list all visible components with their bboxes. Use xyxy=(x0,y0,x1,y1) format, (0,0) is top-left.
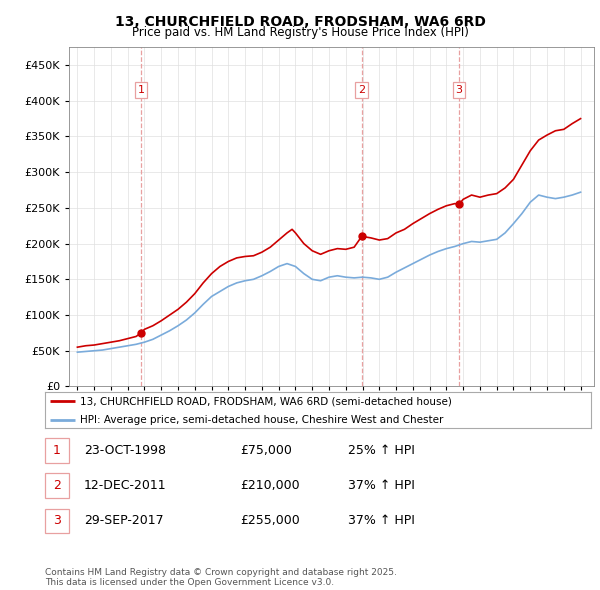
Text: 12-DEC-2011: 12-DEC-2011 xyxy=(84,479,167,492)
Text: 1: 1 xyxy=(137,85,145,95)
Text: 1: 1 xyxy=(53,444,61,457)
Text: 13, CHURCHFIELD ROAD, FRODSHAM, WA6 6RD (semi-detached house): 13, CHURCHFIELD ROAD, FRODSHAM, WA6 6RD … xyxy=(80,396,452,406)
Text: 37% ↑ HPI: 37% ↑ HPI xyxy=(348,479,415,492)
Text: £210,000: £210,000 xyxy=(240,479,299,492)
Text: 13, CHURCHFIELD ROAD, FRODSHAM, WA6 6RD: 13, CHURCHFIELD ROAD, FRODSHAM, WA6 6RD xyxy=(115,15,485,29)
Text: 2: 2 xyxy=(53,479,61,492)
Text: Contains HM Land Registry data © Crown copyright and database right 2025.
This d: Contains HM Land Registry data © Crown c… xyxy=(45,568,397,587)
Text: £255,000: £255,000 xyxy=(240,514,300,527)
Text: 3: 3 xyxy=(455,85,463,95)
Text: 23-OCT-1998: 23-OCT-1998 xyxy=(84,444,166,457)
Text: HPI: Average price, semi-detached house, Cheshire West and Chester: HPI: Average price, semi-detached house,… xyxy=(80,415,444,425)
Text: 2: 2 xyxy=(358,85,365,95)
Text: 25% ↑ HPI: 25% ↑ HPI xyxy=(348,444,415,457)
Text: 3: 3 xyxy=(53,514,61,527)
Text: £75,000: £75,000 xyxy=(240,444,292,457)
Text: Price paid vs. HM Land Registry's House Price Index (HPI): Price paid vs. HM Land Registry's House … xyxy=(131,26,469,39)
Text: 37% ↑ HPI: 37% ↑ HPI xyxy=(348,514,415,527)
Text: 29-SEP-2017: 29-SEP-2017 xyxy=(84,514,164,527)
